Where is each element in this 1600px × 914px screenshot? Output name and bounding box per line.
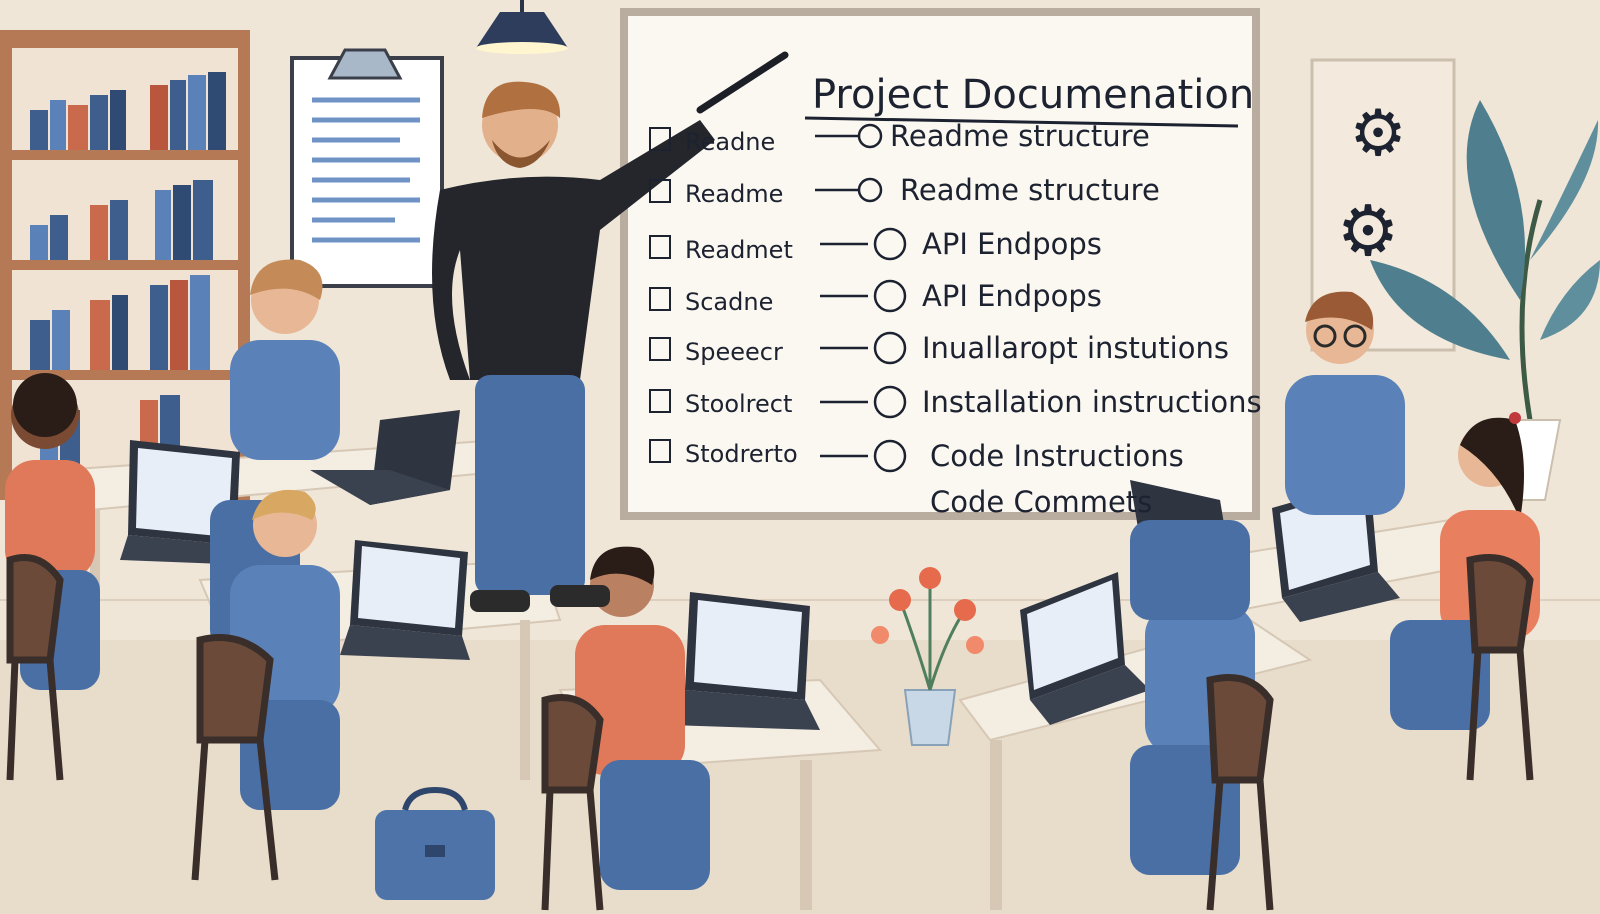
school-bag (375, 786, 495, 900)
clipboard-poster (290, 48, 444, 288)
right-item-label: Readme structure (890, 119, 1150, 153)
checkbox (649, 235, 671, 259)
left-item-label: Readne (685, 128, 775, 156)
right-item-label: Installation instructions (922, 385, 1262, 419)
left-column: Readne Readme Readmet Scadne Speeecr Stoolrec… (649, 127, 798, 468)
ceiling-lamp (476, 0, 568, 54)
pointer-stick (696, 51, 789, 114)
right-item-label: API Endpops (922, 227, 1102, 261)
checkbox (649, 179, 671, 203)
left-item-label: Readmet (685, 236, 793, 264)
gear-icon: ⚙ (1349, 97, 1406, 171)
right-item-label: Readme structure (900, 173, 1160, 207)
books (30, 72, 226, 480)
student (575, 546, 710, 890)
whiteboard-content: Project Documenation Readne Readme Readmet… (649, 72, 1262, 519)
laptop (670, 592, 820, 730)
right-item-label: API Endpops (922, 279, 1102, 313)
bullet-circle (873, 279, 907, 313)
bookshelf (0, 30, 250, 500)
checkbox (649, 337, 671, 361)
chairs (6, 554, 1534, 911)
bullet-circle (873, 331, 907, 365)
bullet-circle (873, 227, 907, 261)
left-item-label: Readme (685, 180, 783, 208)
whiteboard-title: Project Documenation (812, 72, 1254, 118)
left-item-label: Stodrerto (685, 440, 798, 468)
teacher (432, 51, 789, 612)
flower-vase (871, 567, 984, 746)
laptop (1020, 572, 1150, 725)
left-item-label: Scadne (685, 288, 773, 316)
left-item-label: Speeecr (685, 338, 783, 366)
bullet-circle (857, 177, 883, 203)
right-column: Readme structure Readme structure API Endp… (815, 119, 1262, 519)
bullet-circle (873, 385, 907, 419)
checkbox (649, 287, 671, 311)
title-underline (804, 116, 1239, 128)
right-item-label: Code Instructions (930, 439, 1184, 473)
checkbox (649, 439, 671, 463)
checkbox (649, 127, 671, 151)
right-item-label: Code Commets (930, 485, 1152, 519)
laptop (310, 410, 460, 505)
bullet-circle (857, 123, 883, 149)
student (1130, 291, 1405, 620)
left-item-label: Stoolrect (685, 390, 792, 418)
right-item-label: Inuallaropt instutions (922, 331, 1229, 365)
bullet-circle (873, 439, 907, 473)
checkbox (649, 389, 671, 413)
gear-icon: ⚙ (1337, 190, 1400, 272)
laptop (340, 540, 470, 660)
